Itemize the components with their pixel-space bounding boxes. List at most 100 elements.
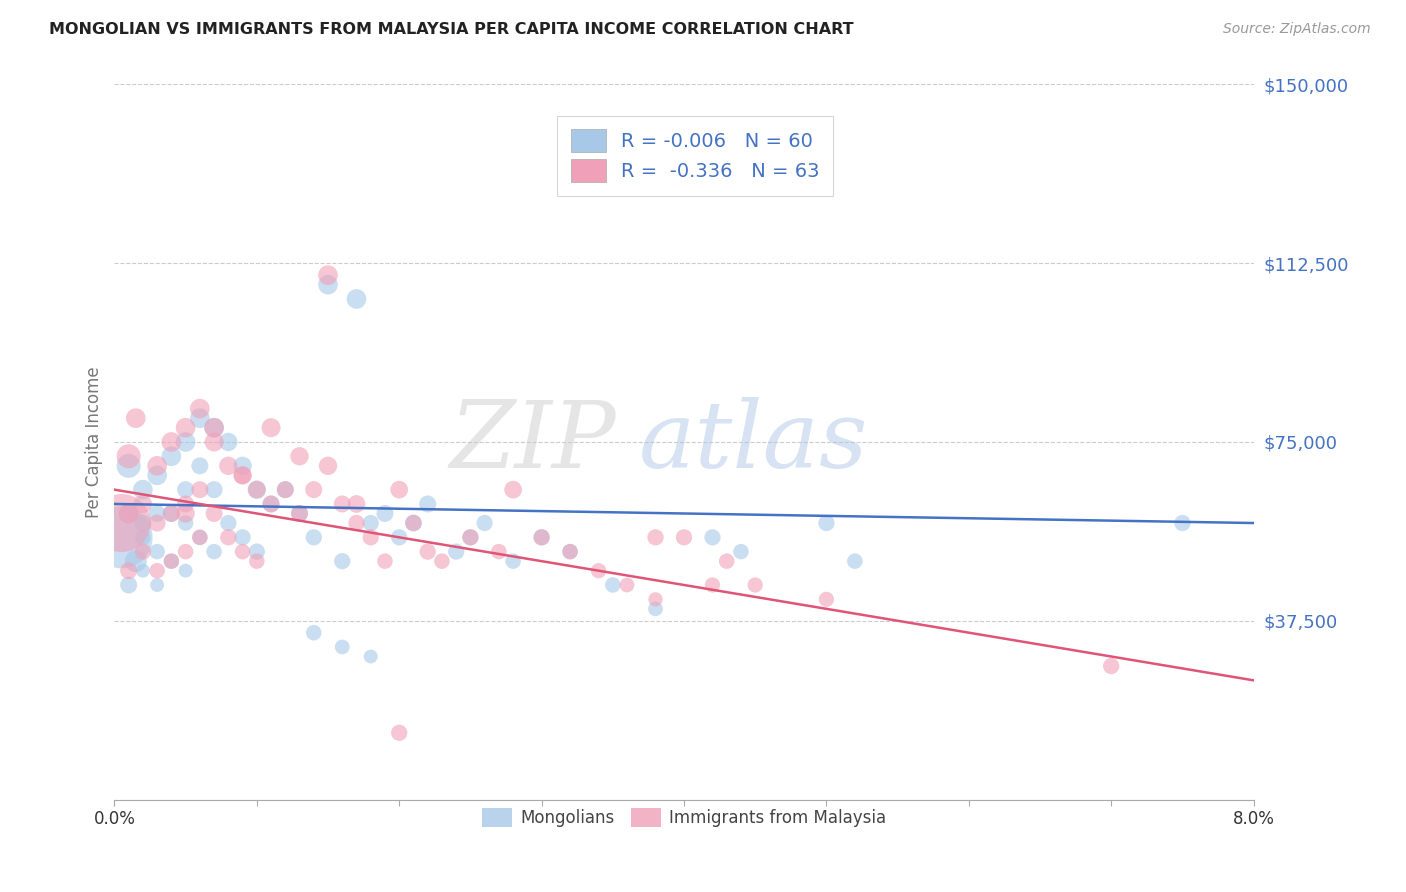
Point	[316, 268, 339, 282]
Point	[346, 497, 368, 511]
Point	[716, 554, 738, 568]
Point	[360, 516, 382, 530]
Point	[502, 554, 524, 568]
Point	[288, 507, 311, 521]
Point	[374, 507, 396, 521]
Point	[330, 497, 353, 511]
Point	[558, 544, 581, 558]
Point	[232, 544, 254, 558]
Point	[246, 544, 269, 558]
Point	[1171, 516, 1194, 530]
Point	[174, 544, 197, 558]
Point	[174, 516, 197, 530]
Point	[232, 468, 254, 483]
Point	[125, 411, 148, 425]
Point	[132, 516, 155, 530]
Point	[288, 507, 311, 521]
Point	[360, 649, 382, 664]
Point	[202, 507, 225, 521]
Point	[132, 483, 155, 497]
Point	[702, 578, 724, 592]
Point	[188, 411, 211, 425]
Point	[132, 544, 155, 558]
Point	[174, 507, 197, 521]
Point	[160, 434, 183, 449]
Point	[118, 564, 141, 578]
Point	[118, 507, 141, 521]
Point	[730, 544, 752, 558]
Point	[316, 458, 339, 473]
Point	[202, 483, 225, 497]
Point	[160, 507, 183, 521]
Point	[188, 458, 211, 473]
Point	[118, 450, 141, 464]
Point	[146, 578, 169, 592]
Point	[202, 544, 225, 558]
Point	[202, 420, 225, 434]
Point	[388, 483, 411, 497]
Point	[588, 564, 610, 578]
Point	[815, 516, 838, 530]
Point	[488, 544, 510, 558]
Y-axis label: Per Capita Income: Per Capita Income	[86, 367, 103, 517]
Point	[132, 497, 155, 511]
Text: atlas: atlas	[638, 397, 868, 487]
Point	[844, 554, 866, 568]
Point	[132, 530, 155, 544]
Point	[202, 420, 225, 434]
Point	[430, 554, 453, 568]
Point	[217, 458, 239, 473]
Point	[402, 516, 425, 530]
Point	[246, 554, 269, 568]
Point	[260, 497, 283, 511]
Point	[246, 483, 269, 497]
Point	[644, 592, 666, 607]
Point	[460, 530, 482, 544]
Point	[302, 625, 325, 640]
Text: ZIP: ZIP	[449, 397, 616, 487]
Point	[118, 458, 141, 473]
Point	[388, 726, 411, 740]
Point	[330, 640, 353, 654]
Point	[118, 578, 141, 592]
Point	[217, 530, 239, 544]
Point	[188, 401, 211, 416]
Point	[374, 554, 396, 568]
Point	[132, 564, 155, 578]
Point	[217, 434, 239, 449]
Point	[110, 516, 132, 530]
Point	[330, 554, 353, 568]
Point	[815, 592, 838, 607]
Point	[232, 530, 254, 544]
Point	[160, 450, 183, 464]
Point	[160, 554, 183, 568]
Point	[188, 530, 211, 544]
Point	[460, 530, 482, 544]
Point	[360, 530, 382, 544]
Point	[202, 434, 225, 449]
Point	[146, 507, 169, 521]
Point	[558, 544, 581, 558]
Point	[174, 497, 197, 511]
Point	[402, 516, 425, 530]
Point	[260, 420, 283, 434]
Point	[288, 450, 311, 464]
Point	[118, 507, 141, 521]
Point	[530, 530, 553, 544]
Point	[146, 516, 169, 530]
Point	[302, 530, 325, 544]
Point	[274, 483, 297, 497]
Point	[260, 497, 283, 511]
Point	[744, 578, 766, 592]
Legend: Mongolians, Immigrants from Malaysia: Mongolians, Immigrants from Malaysia	[475, 802, 893, 834]
Point	[444, 544, 467, 558]
Point	[346, 292, 368, 306]
Point	[160, 554, 183, 568]
Point	[1099, 659, 1122, 673]
Point	[274, 483, 297, 497]
Text: MONGOLIAN VS IMMIGRANTS FROM MALAYSIA PER CAPITA INCOME CORRELATION CHART: MONGOLIAN VS IMMIGRANTS FROM MALAYSIA PE…	[49, 22, 853, 37]
Point	[174, 564, 197, 578]
Point	[316, 277, 339, 292]
Point	[302, 483, 325, 497]
Point	[416, 544, 439, 558]
